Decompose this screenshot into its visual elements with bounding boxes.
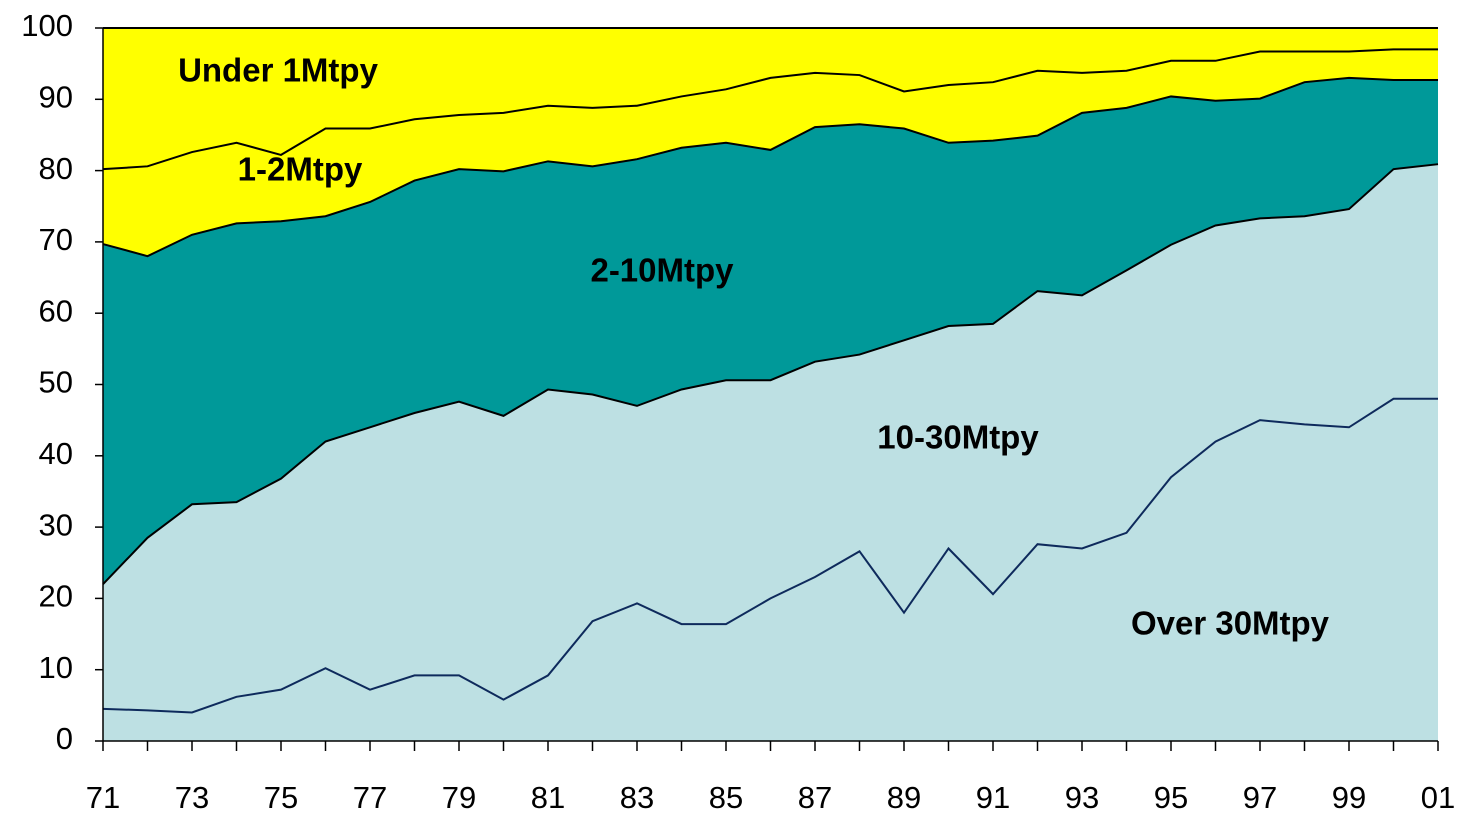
series-label: Over 30Mtpy [1131,605,1330,642]
x-tick-label: 81 [531,780,565,815]
x-tick-label: 99 [1332,780,1366,815]
y-tick-label: 0 [56,721,73,756]
x-tick-label: 01 [1421,780,1455,815]
y-tick-label: 60 [39,293,73,328]
area [103,77,1438,585]
y-tick-label: 80 [39,151,73,186]
y-tick-label: 30 [39,507,73,542]
x-tick-label: 71 [86,780,120,815]
x-tick-label: 89 [887,780,921,815]
area [103,164,1438,713]
x-tick-label: 83 [620,780,654,815]
x-tick-label: 77 [353,780,387,815]
area-line [102,76,1438,258]
x-tick-label: 97 [1243,780,1277,815]
series-label: Under 1Mtpy [178,52,379,89]
y-tick-label: 90 [39,79,73,114]
y-tick-label: 10 [39,650,73,685]
y-tick-label: 20 [39,579,73,614]
x-tick-label: 79 [442,780,476,815]
series-label: 10-30Mtpy [877,419,1039,456]
series-label: 2-10Mtpy [590,252,734,289]
x-tick-label: 95 [1154,780,1188,815]
area-line [102,48,1438,171]
y-tick-label: 50 [39,365,73,400]
x-tick-label: 85 [709,780,743,815]
x-tick-label: 75 [264,780,298,815]
x-tick-label: 87 [798,780,832,815]
y-tick-label: 70 [39,222,73,257]
area-line [102,163,1439,585]
x-tick-label: 91 [976,780,1010,815]
y-tick-label: 40 [39,436,73,471]
area [103,49,1438,257]
area-line [102,397,1438,714]
area [103,28,1438,170]
series-label: 1-2Mtpy [238,151,363,188]
area [103,398,1438,741]
y-tick-label: 100 [21,8,73,43]
x-tick-label: 73 [175,780,209,815]
x-tick-label: 93 [1065,780,1099,815]
